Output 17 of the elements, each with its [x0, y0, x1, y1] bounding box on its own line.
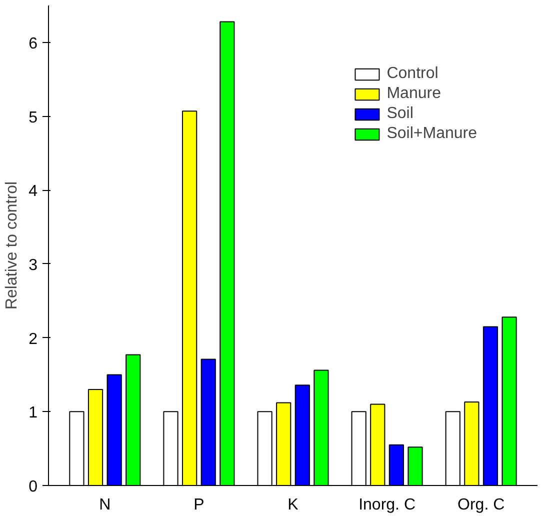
y-axis-title: Relative to control	[4, 181, 21, 310]
y-tick-label: 1	[28, 404, 38, 422]
x-tick-label: K	[288, 496, 299, 514]
y-tick-label: 2	[28, 330, 38, 348]
legend-label: Soil	[386, 105, 414, 123]
legend-label: Manure	[386, 85, 441, 103]
x-tick-label: N	[99, 496, 111, 514]
y-tick-label: 0	[28, 478, 38, 496]
y-tick-label: 6	[28, 35, 38, 52]
y-tick-label: 3	[28, 256, 38, 274]
legend-label: Control	[386, 65, 438, 83]
legend-label: Soil+Manure	[386, 125, 477, 143]
x-tick-label: Org. C	[458, 496, 505, 514]
x-tick-label: P	[194, 496, 204, 514]
x-tick-label: Inorg. C	[358, 496, 416, 514]
y-tick-label: 4	[28, 183, 38, 200]
y-tick-label: 5	[28, 109, 38, 126]
